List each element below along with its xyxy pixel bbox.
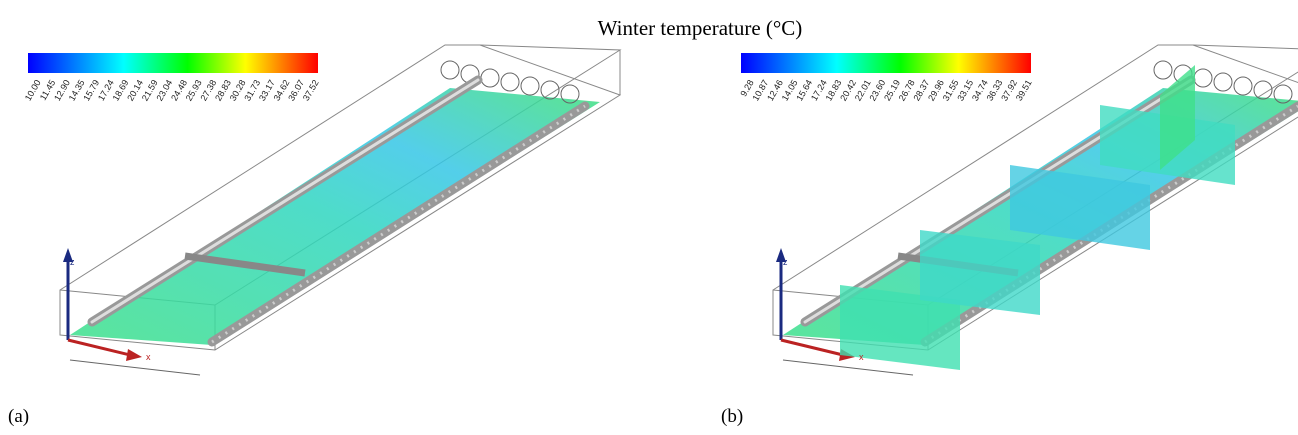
axis-label: x [859,352,864,362]
figure: Winter temperature (°C) 10.0011.4512.901… [0,0,1298,435]
colorbar [28,53,318,73]
axis-label: z [70,257,75,267]
axis-label: x [146,352,151,362]
colorbar [741,53,1031,73]
panel-label: (a) [8,406,29,427]
figure-title: Winter temperature (°C) [598,16,803,40]
panel-label: (b) [721,406,743,427]
axis-label: z [783,257,788,267]
slices-b [840,65,1235,370]
